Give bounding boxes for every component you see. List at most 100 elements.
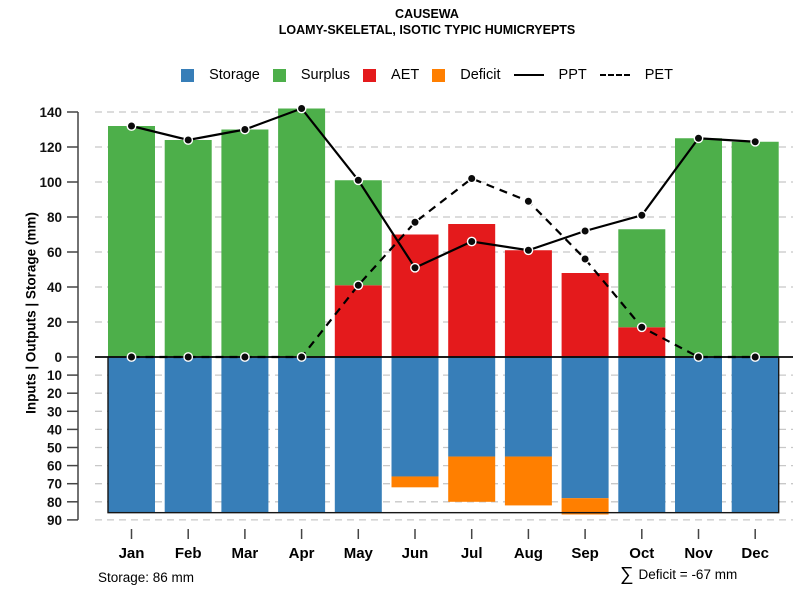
surplus-bar-Mar	[221, 129, 269, 357]
y-lower-10-label: 10	[47, 368, 62, 383]
deficit-footnote-text: Deficit = -67 mm	[638, 567, 738, 582]
x-tick-label-Jan: Jan	[119, 545, 145, 562]
storage-bar-Dec	[731, 357, 779, 513]
y-upper-80-label: 80	[47, 210, 62, 225]
y-upper-40-label: 40	[47, 280, 62, 295]
pet-marker-Aug	[523, 196, 534, 207]
x-tick-label-Sep: Sep	[571, 545, 599, 562]
storage-bar-Feb	[164, 357, 212, 513]
x-tick-label-Apr: Apr	[289, 545, 315, 562]
y-lower-80-label: 80	[47, 495, 62, 510]
x-tick-label-Feb: Feb	[175, 545, 202, 562]
ppt-marker-Jan	[126, 121, 137, 131]
ppt-marker-Dec	[750, 136, 761, 147]
x-tick-label-Jun: Jun	[402, 545, 429, 562]
storage-bar-Sep	[561, 357, 609, 499]
deficit-footnote: ∑ Deficit = -67 mm	[620, 565, 737, 584]
pet-marker-Jan	[126, 352, 137, 362]
x-tick-label-Mar: Mar	[232, 545, 259, 562]
legend: Storage Surplus AET Deficit PPT PET	[95, 67, 759, 83]
ppt-marker-May	[353, 175, 364, 186]
storage-bar-Jun	[391, 357, 439, 477]
sigma-symbol: ∑	[620, 564, 634, 585]
y-axis-title: Inputs | Outputs | Storage (mm)	[23, 212, 39, 414]
surplus-bar-Oct	[618, 229, 666, 328]
legend-label-storage: Storage	[209, 67, 260, 83]
y-lower-50-label: 50	[47, 441, 62, 456]
pet-marker-May	[353, 280, 364, 291]
ppt-marker-Nov	[693, 133, 704, 144]
y-upper-60-label: 60	[47, 245, 62, 260]
surplus-bar-Feb	[164, 140, 212, 357]
aet-swatch	[363, 68, 377, 82]
ppt-marker-Aug	[523, 245, 534, 256]
legend-item-aet: AET	[363, 67, 419, 83]
legend-label-surplus: Surplus	[300, 67, 351, 83]
storage-swatch	[181, 68, 195, 82]
pet-marker-Dec	[750, 352, 761, 362]
ppt-swatch	[513, 74, 544, 76]
y-lower-70-label: 70	[47, 477, 62, 492]
surplus-bar-Nov	[675, 138, 722, 357]
aet-bar-Sep	[561, 273, 609, 357]
storage-bar-Aug	[504, 357, 552, 457]
storage-bar-Oct	[618, 357, 666, 513]
aet-bar-Aug	[504, 250, 552, 357]
deficit-bar-Sep	[561, 498, 609, 515]
legend-item-deficit: Deficit	[432, 67, 501, 83]
legend-label-pet: PET	[644, 67, 673, 83]
x-tick-label-May: May	[344, 545, 374, 562]
deficit-bar-Jul	[448, 456, 496, 502]
legend-item-storage: Storage	[181, 67, 260, 83]
ppt-marker-Jul	[466, 236, 477, 247]
y-upper-20-label: 20	[47, 315, 62, 330]
storage-footnote: Storage: 86 mm	[98, 570, 195, 585]
surplus-bar-May	[334, 180, 382, 286]
y-upper-120-label: 120	[39, 140, 62, 155]
legend-label-deficit: Deficit	[460, 67, 501, 83]
y-lower-40-label: 40	[47, 422, 62, 437]
legend-label-aet: AET	[391, 67, 420, 83]
pet-marker-Jul	[466, 173, 477, 184]
aet-bar-Oct	[618, 327, 666, 357]
legend-item-surplus: Surplus	[272, 67, 351, 83]
pet-marker-Sep	[580, 254, 590, 264]
y-lower-60-label: 60	[47, 459, 62, 474]
y-upper-140-label: 140	[39, 105, 62, 120]
surplus-swatch	[272, 68, 286, 82]
storage-bar-Jan	[108, 357, 155, 513]
aet-bar-May	[334, 285, 382, 357]
surplus-bar-Jan	[108, 126, 155, 357]
pet-swatch	[599, 74, 630, 76]
y-lower-20-label: 20	[47, 386, 62, 401]
y-upper-100-label: 100	[39, 175, 62, 190]
storage-bar-May	[334, 357, 382, 513]
x-tick-label-Dec: Dec	[741, 545, 769, 562]
storage-bar-Apr	[278, 357, 326, 513]
x-tick-label-Jul: Jul	[461, 545, 483, 562]
y-upper-0-label: 0	[54, 350, 62, 365]
x-tick-label-Aug: Aug	[514, 545, 543, 562]
ppt-marker-Jun	[410, 262, 420, 273]
storage-bar-Nov	[675, 357, 722, 513]
pet-line	[131, 177, 756, 359]
legend-label-ppt: PPT	[558, 67, 587, 83]
pet-marker-Jun	[410, 217, 420, 228]
surplus-bar-Apr	[278, 108, 326, 357]
storage-bar-Mar	[221, 357, 269, 513]
pet-marker-Mar	[239, 352, 250, 362]
aet-bar-Jun	[391, 234, 439, 357]
deficit-bar-Jun	[391, 476, 439, 488]
x-tick-label-Nov: Nov	[684, 545, 713, 562]
x-tick-label-Oct: Oct	[629, 545, 654, 562]
pet-marker-Feb	[183, 352, 194, 362]
deficit-bar-Aug	[504, 456, 552, 506]
ppt-marker-Feb	[183, 135, 194, 145]
chart-title: CAUSEWA	[395, 7, 459, 21]
pet-marker-Apr	[296, 352, 307, 362]
pet-marker-Oct	[636, 322, 647, 333]
ppt-marker-Oct	[636, 210, 647, 221]
legend-item-ppt: PPT	[513, 67, 587, 83]
